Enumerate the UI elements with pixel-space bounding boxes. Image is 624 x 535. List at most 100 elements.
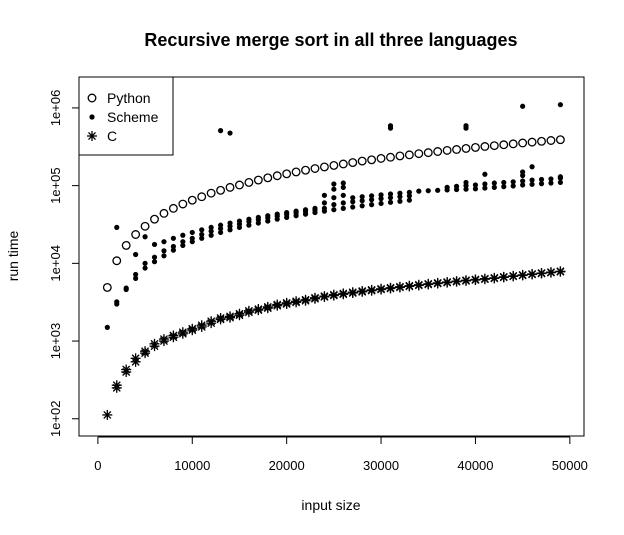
data-point-scheme [482,185,488,191]
data-point-scheme [104,324,110,330]
data-point-python [357,156,367,166]
data-point-python [555,135,565,145]
data-point-python [404,150,414,160]
data-point-scheme [520,169,526,175]
data-point-scheme [369,202,375,208]
data-point-python [546,136,556,145]
data-point-c [536,268,547,279]
data-point-scheme [387,199,394,205]
data-point-python [414,149,424,159]
x-tick-label: 40000 [457,458,493,473]
data-point-scheme [180,242,186,249]
data-point-python [263,173,273,183]
data-point-scheme [227,220,233,226]
data-point-scheme [151,254,158,260]
x-axis: 0 10000 20000 30000 40000 50000 [94,436,588,473]
data-point-c [385,282,396,293]
data-point-c [177,327,188,338]
plot-points [102,102,566,420]
data-point-python [131,230,141,239]
data-point-python [499,140,509,150]
y-axis: 1e+02 1e+03 1e+04 1e+05 1e+06 [48,90,80,437]
data-point-c [291,296,302,307]
data-point-python [537,136,546,146]
data-point-scheme [359,194,365,200]
data-point-c [479,273,490,284]
x-tick-label: 0 [94,458,101,473]
data-point-python [159,208,169,218]
data-point-scheme [321,205,328,211]
data-point-scheme [208,228,214,234]
data-point-scheme [161,239,167,245]
data-point-python [206,188,216,198]
data-point-scheme [501,179,507,186]
data-point-scheme [133,271,139,278]
data-point-scheme [236,218,243,224]
chart-title: Recursive merge sort in all three langua… [144,30,517,50]
data-point-scheme [142,260,148,266]
data-point-scheme [520,178,526,184]
data-point-scheme [463,123,469,129]
data-point-c [309,292,320,303]
data-point-scheme [529,177,535,183]
data-point-scheme [274,211,280,217]
data-point-python [367,155,377,165]
data-point-c [376,283,387,294]
data-point-scheme [538,181,545,187]
data-point-scheme [133,251,139,258]
legend-marker-scheme [89,114,95,120]
data-point-scheme [548,176,554,182]
data-point-scheme [170,243,176,250]
data-point-python [291,167,301,177]
data-point-c [149,338,160,349]
data-point-scheme [133,275,139,282]
data-point-c [272,299,283,310]
data-point-scheme [208,224,214,231]
data-point-python [470,142,480,152]
data-point-python [489,141,499,151]
data-point-c [281,297,292,308]
y-tick-label: 1e+06 [48,90,63,127]
data-point-python [442,145,452,155]
data-point-scheme [482,181,488,187]
data-point-c [555,266,566,277]
data-point-python [338,159,348,169]
data-point-scheme [378,200,384,207]
data-point-c [196,320,207,331]
data-point-python [433,147,443,156]
data-point-c [121,364,132,375]
data-point-c [300,294,311,305]
data-point-scheme [510,183,516,189]
data-point-scheme [397,194,403,200]
data-point-scheme [463,186,469,192]
data-point-scheme [142,234,148,240]
data-point-python [348,158,358,168]
series-python [102,135,565,292]
data-point-python [423,148,433,158]
data-point-python [480,142,490,151]
data-point-python [112,256,122,266]
data-point-scheme [208,232,214,238]
data-point-scheme [520,103,526,109]
data-point-scheme [265,213,271,219]
data-point-python [197,192,207,202]
data-point-python [216,185,226,195]
data-point-scheme [246,216,252,222]
data-point-c [225,311,236,322]
data-point-c [140,346,151,357]
data-point-python [272,171,282,181]
data-point-c [253,304,264,315]
data-point-scheme [453,183,460,189]
data-point-scheme [491,180,497,186]
data-point-scheme [199,227,205,233]
data-point-scheme [463,179,469,186]
data-point-scheme [557,102,564,108]
data-point-scheme [472,186,479,192]
data-point-scheme [321,192,328,198]
data-point-c [527,268,538,279]
data-point-c [508,270,519,281]
data-point-scheme [444,184,450,190]
data-point-python [187,195,197,205]
data-point-python [178,199,188,209]
data-point-scheme [340,192,346,198]
